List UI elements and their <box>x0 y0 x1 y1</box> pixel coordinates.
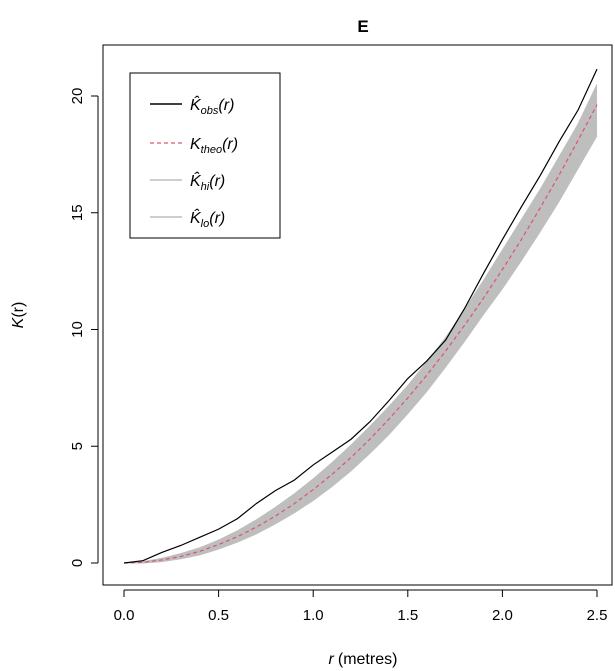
x-tick-label: 0.0 <box>114 607 135 624</box>
plot-frame <box>102 44 613 586</box>
y-axis-arg: (r) <box>10 302 27 318</box>
legend-arg: (r) <box>209 210 225 227</box>
legend-sub: lo <box>201 218 210 230</box>
legend-sub: hi <box>201 181 210 193</box>
y-axis-main: K <box>10 316 27 328</box>
x-axis: 0.0 0.5 1.0 1.5 2.0 2.5 <box>114 589 608 624</box>
legend-label-lo: K̂lo(r) <box>190 207 225 230</box>
legend-sub: theo <box>201 144 222 156</box>
x-tick-label: 2.0 <box>492 607 513 624</box>
chart-title: E <box>357 17 368 36</box>
series-line-hi <box>123 84 598 564</box>
x-axis-var: r <box>329 651 335 668</box>
legend: K̂obs(r)Ktheo(r)K̂hi(r)K̂lo(r) <box>129 72 281 239</box>
y-tick-label: 20 <box>69 88 86 105</box>
series-line-obs <box>123 68 598 564</box>
y-tick-label: 10 <box>69 321 86 338</box>
x-tick-label: 1.0 <box>303 607 324 624</box>
legend-label-obs: K̂obs(r) <box>190 94 234 117</box>
legend-sub: obs <box>201 105 219 117</box>
legend-label-hi: K̂hi(r) <box>190 170 225 193</box>
legend-main: K̂ <box>190 94 202 114</box>
y-axis: 0 5 10 15 20 <box>69 88 99 567</box>
x-axis-title: r (metres) <box>329 651 398 668</box>
legend-box <box>129 72 281 239</box>
x-axis-unit: (metres) <box>338 651 398 668</box>
series-line-lo <box>124 135 598 564</box>
legend-label-theo: Ktheo(r) <box>190 136 238 156</box>
legend-arg: (r) <box>222 136 238 153</box>
series-line-layer <box>123 68 598 564</box>
y-tick-label: 0 <box>69 559 86 567</box>
legend-main: K̂ <box>190 170 202 190</box>
legend-main: K <box>190 136 202 153</box>
series-line-theo <box>123 104 598 564</box>
legend-arg: (r) <box>209 173 225 190</box>
x-tick-label: 0.5 <box>208 607 229 624</box>
x-tick-label: 1.5 <box>397 607 418 624</box>
y-axis-title: K(r) <box>10 302 27 329</box>
legend-arg: (r) <box>218 97 234 114</box>
y-tick-label: 15 <box>69 204 86 221</box>
x-tick-label: 2.5 <box>587 607 608 624</box>
legend-main: K̂ <box>190 207 202 227</box>
y-tick-label: 5 <box>69 442 86 450</box>
